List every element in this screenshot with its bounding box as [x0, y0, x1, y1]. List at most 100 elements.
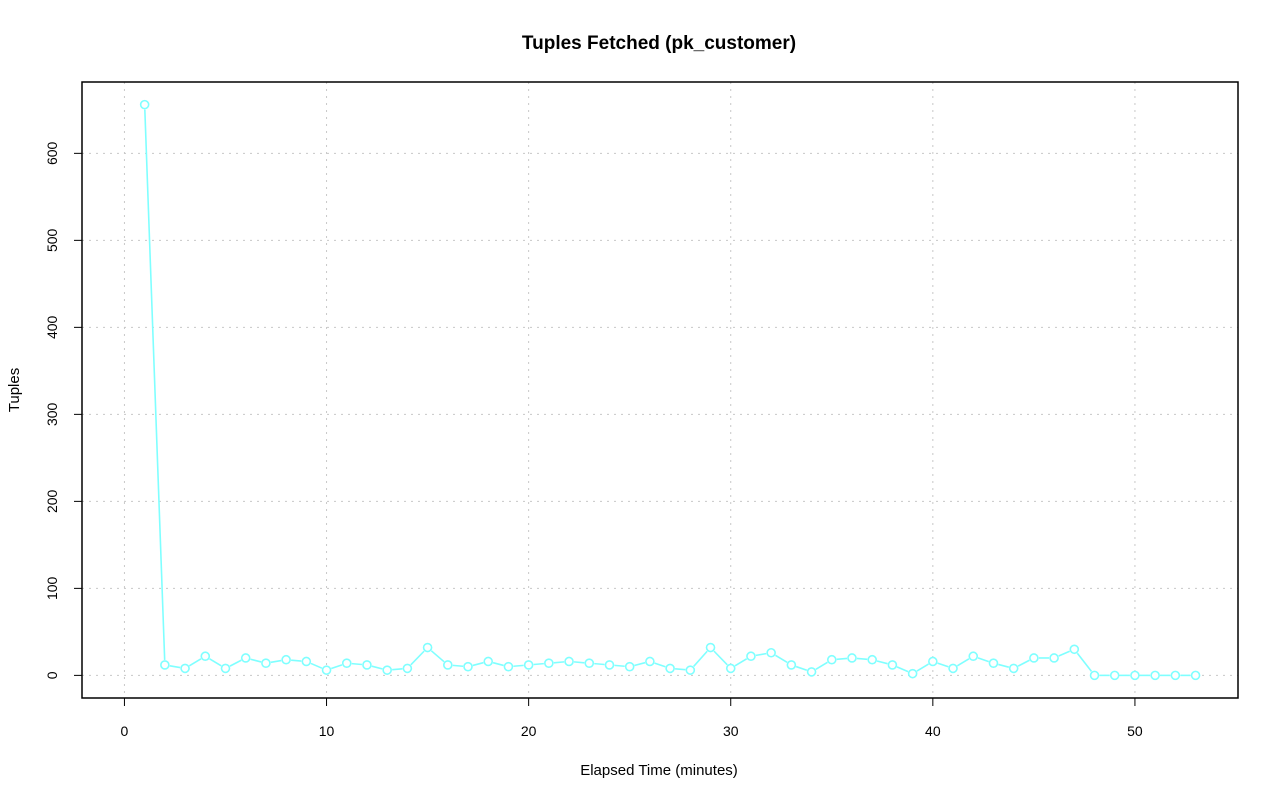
series-segment [270, 659, 282, 664]
data-point [604, 660, 615, 670]
data-point [968, 651, 979, 662]
x-tick-label: 0 [121, 723, 129, 739]
data-point [907, 668, 918, 679]
series-segment [693, 650, 708, 667]
data-point [988, 658, 999, 668]
data-point [422, 642, 433, 653]
series-segment [169, 664, 181, 669]
data-point [220, 663, 231, 674]
x-axis: 0 10 20 30 40 50 [121, 698, 1143, 739]
series-segment [533, 662, 544, 666]
x-tick-label: 20 [521, 723, 537, 739]
data-point [928, 656, 938, 667]
series-segment [998, 663, 1010, 668]
series-segment [573, 661, 585, 664]
x-tick-label: 30 [723, 723, 739, 739]
series-segment [310, 662, 323, 669]
y-tick-label: 0 [44, 671, 60, 679]
series-segment [916, 663, 929, 672]
series-segment [430, 650, 445, 663]
data-point [685, 665, 696, 675]
data-point [887, 660, 898, 670]
series-segment [144, 109, 166, 660]
data-point [746, 651, 756, 662]
y-tick-label: 200 [44, 489, 60, 513]
data-point [665, 663, 675, 674]
series-segment [795, 665, 808, 672]
y-axis-label: Tuples [6, 368, 23, 412]
data-point [281, 654, 291, 665]
series-segment [1076, 652, 1093, 672]
data-point [261, 658, 271, 668]
series-segment [654, 662, 666, 668]
series-segment [250, 658, 262, 663]
data-point [463, 661, 473, 672]
data-point [705, 642, 716, 653]
x-axis-label: Elapsed Time (minutes) [580, 762, 738, 779]
data-point [584, 658, 595, 668]
data-point [725, 663, 736, 674]
series-segment [492, 661, 504, 667]
data-point [240, 653, 251, 663]
data-point [382, 665, 392, 675]
series-segment [977, 657, 989, 663]
series-segment [351, 662, 363, 666]
data-point [948, 663, 958, 674]
series-segment [614, 664, 625, 668]
series-segment [553, 661, 565, 664]
data-point [1029, 653, 1039, 663]
data-point [442, 660, 453, 670]
data-point [1008, 663, 1019, 674]
data-point [544, 658, 554, 668]
x-tick-label: 50 [1127, 723, 1143, 739]
series-segment [1058, 650, 1071, 657]
data-point [200, 651, 211, 662]
series-segment [775, 654, 788, 664]
y-tick-label: 500 [44, 228, 60, 252]
data-point [301, 656, 312, 667]
series-segment [876, 660, 888, 665]
series-segment [755, 652, 767, 657]
data-point [1109, 670, 1120, 681]
series-segment [229, 659, 242, 667]
series-segment [713, 650, 728, 666]
data-point [766, 647, 776, 658]
series-segment [209, 658, 222, 667]
series-segment [634, 661, 646, 667]
series-segment [291, 659, 302, 662]
series-segment [513, 664, 524, 668]
data-point [1069, 644, 1080, 655]
grid [82, 82, 1238, 698]
y-tick-label: 400 [44, 315, 60, 339]
series-segment [452, 664, 464, 668]
data-point [806, 667, 817, 677]
data-point [624, 661, 635, 672]
data-point [362, 660, 372, 670]
series-segment [410, 650, 425, 666]
data-point [180, 663, 190, 674]
series-segment [472, 661, 484, 667]
data-point [402, 663, 413, 674]
data-point [1150, 670, 1160, 681]
data-series [139, 99, 1201, 681]
series-segment [331, 664, 343, 670]
series-segment [836, 657, 848, 661]
data-point [1130, 670, 1140, 681]
data-point [847, 653, 857, 663]
plot-frame [81, 81, 1239, 699]
data-point [321, 665, 332, 675]
series-segment [937, 662, 949, 668]
y-tick-label: 100 [44, 576, 60, 600]
series-segment [675, 668, 686, 671]
data-point [645, 656, 655, 667]
y-axis: 0 100 200 300 400 500 600 [44, 141, 82, 679]
data-point [786, 660, 797, 670]
series-segment [392, 668, 403, 671]
data-point [503, 661, 514, 672]
data-point [483, 656, 494, 667]
data-point [523, 660, 534, 670]
data-point [139, 99, 150, 110]
chart-title: Tuples Fetched (pk_customer) [522, 33, 796, 54]
series-segment [371, 665, 383, 670]
